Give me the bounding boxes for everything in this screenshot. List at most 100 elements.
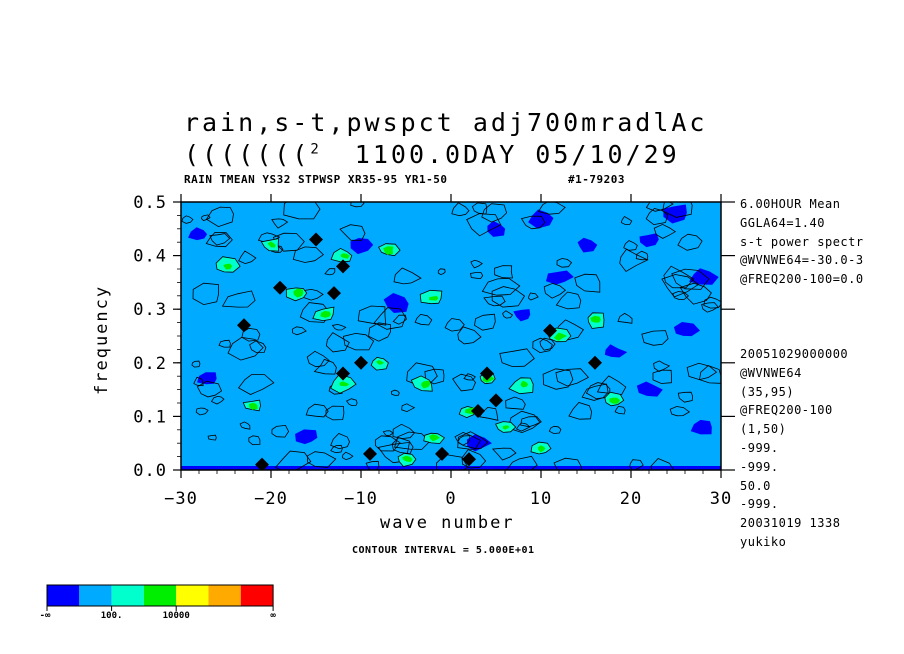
contour-line (470, 272, 484, 280)
contour-line (299, 302, 331, 323)
x-tick-label: 10 (530, 489, 552, 509)
contour-line (539, 337, 556, 351)
high-value-core (340, 253, 350, 259)
contour-line (357, 305, 387, 326)
contour-line (313, 358, 337, 375)
info-line: @FREQ200-100 (740, 403, 833, 418)
contour-line (686, 362, 718, 381)
info-line: 20051029000000 (740, 347, 849, 361)
x-tick-label: −10 (344, 489, 378, 509)
low-value-patch (639, 233, 659, 248)
contour-line (373, 307, 406, 330)
contour-line (424, 368, 445, 385)
y-axis-label: frequency (92, 284, 112, 395)
high-value-core (590, 315, 601, 323)
chart-title-line1: rain,s-t,pwspct adj700mradlAc (184, 108, 708, 137)
x-tick-label: −20 (254, 489, 288, 509)
contour-line (653, 360, 671, 372)
high-value-core (520, 380, 529, 388)
info-line: -999. (740, 497, 779, 512)
contour-line (471, 202, 488, 215)
title-line2-rest: 1100.0DAY 05/10/29 (354, 140, 680, 169)
y-tick-label: 0.2 (133, 354, 167, 374)
contour-line (556, 258, 573, 268)
high-value-core (609, 397, 621, 404)
contour-line (227, 336, 264, 361)
low-value-patch (295, 429, 318, 445)
contour-line (457, 431, 489, 450)
contour-line (515, 422, 531, 432)
contour-line (350, 202, 365, 208)
low-value-patch (604, 344, 628, 358)
contour-line (401, 403, 416, 413)
contour-line (555, 291, 582, 310)
contour-line (491, 447, 517, 461)
colorbar-swatch (143, 585, 177, 606)
contour-line (454, 431, 481, 449)
contour-line (470, 259, 484, 269)
contour-line (368, 322, 392, 342)
low-value-patch (546, 270, 574, 285)
contour-line (502, 310, 514, 319)
contour-line (341, 451, 354, 461)
info-line: @WVNWE64 (740, 365, 802, 380)
contour-line (645, 202, 674, 212)
colorbar-swatch (240, 585, 274, 606)
contour-line (339, 224, 366, 241)
contour-line (491, 286, 526, 308)
high-value-core (383, 246, 394, 255)
contour-line (437, 268, 446, 276)
contour-line (274, 450, 312, 470)
contour-line (374, 435, 401, 452)
contour-line (699, 365, 721, 384)
y-tick-label: 0.5 (133, 193, 167, 213)
contour-line (677, 233, 703, 251)
contour-line (661, 274, 700, 298)
y-tick-label: 0.1 (133, 407, 167, 427)
peak-mark (435, 446, 449, 461)
peak-mark (255, 457, 269, 470)
contour-line (181, 215, 194, 224)
high-value-core (376, 360, 385, 365)
x-tick-label: 30 (710, 489, 732, 509)
info-line: 50.0 (740, 478, 771, 493)
low-value-band (181, 466, 721, 470)
contour-line (532, 337, 553, 354)
peak-mark (273, 280, 287, 295)
contour-line (210, 395, 225, 405)
contour-line (292, 246, 325, 263)
contour-line (679, 282, 712, 305)
low-value-patch (690, 419, 712, 435)
peak-mark (363, 446, 377, 461)
high-value-core (339, 381, 350, 387)
contour-line (629, 459, 644, 470)
low-value-patch (528, 209, 554, 229)
peak-mark (336, 366, 350, 381)
contour-line (201, 214, 211, 222)
peak-mark (336, 259, 350, 274)
contour-line (218, 339, 231, 348)
contour-line (677, 391, 694, 403)
contour-line (505, 396, 526, 410)
low-value-patch (466, 434, 492, 452)
contour-line (221, 290, 256, 308)
low-value-patch (663, 204, 687, 224)
chart-title-line2: (((((((2 1100.0DAY 05/10/29 (184, 140, 680, 169)
contour-line (392, 314, 407, 325)
colorbar-label: 100. (101, 611, 123, 621)
info-panel-bottom: 20051029000000 @WVNWE64 (35,95) @FREQ200… (740, 345, 848, 552)
contour-line (307, 451, 337, 468)
high-value-core (429, 295, 439, 301)
peak-mark (489, 393, 503, 408)
info-line: s-t power spectr (740, 234, 864, 249)
contour-line (249, 340, 267, 354)
low-value-patch (689, 268, 719, 285)
peak-mark (588, 355, 602, 370)
title-line2-prefix: ((((((( (184, 140, 311, 169)
contour-line (457, 435, 471, 446)
contour-line (414, 313, 433, 326)
chart-subtitle: RAIN TMEAN YS32 STPWSP XR35-95 YR1-50 (184, 173, 448, 186)
info-line: -999. (740, 440, 779, 455)
contour-line (436, 454, 469, 470)
contour-line (620, 215, 633, 225)
